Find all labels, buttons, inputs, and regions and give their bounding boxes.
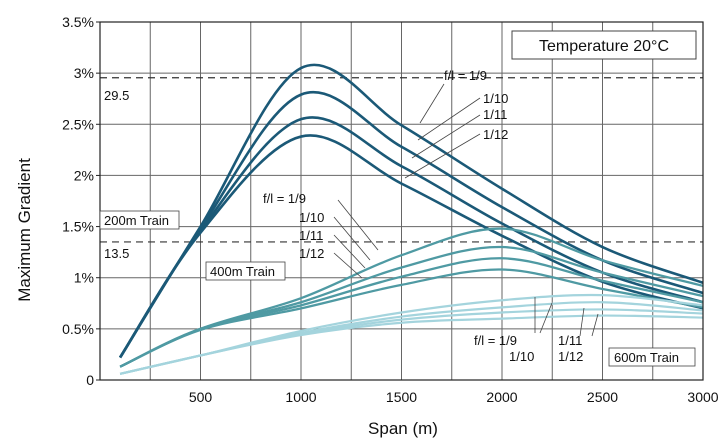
y-axis-title: Maximum Gradient (15, 158, 34, 302)
train-200m-box (99, 210, 180, 230)
x-tick-label: 500 (189, 389, 213, 405)
leader-line (417, 97, 481, 141)
ref-label-29-5: 29.5 (104, 88, 129, 103)
temperature-box (511, 30, 697, 60)
ratio-400-1-9: f/l = 1/9 (263, 191, 306, 206)
ref-label-13-5: 13.5 (104, 246, 129, 261)
leader-line (333, 216, 371, 261)
ratio-200-1-11: 1/11 (483, 107, 507, 122)
train-200m-label: 200m Train (104, 213, 169, 228)
ratio-600-1-10: 1/10 (509, 349, 534, 364)
leader-line (419, 83, 445, 124)
y-tick-label: 0.5% (62, 321, 94, 337)
leader-line (539, 302, 553, 334)
ratio-600-1-11: 1/11 (558, 333, 582, 348)
grid (100, 22, 703, 380)
ratio-400-1-11: 1/11 (299, 228, 323, 243)
reference-lines (100, 77, 703, 243)
leader-line (333, 234, 366, 269)
leader-line (337, 199, 379, 251)
leader-line (591, 313, 599, 337)
ratio-200-1-12: 1/12 (483, 127, 508, 142)
ratio-600-1-12: 1/12 (558, 349, 583, 364)
plot-frame (99, 21, 704, 381)
leader-line (404, 133, 481, 179)
x-tick-label: 2500 (587, 389, 618, 405)
train-600m-label: 600m Train (614, 350, 679, 365)
series-line (119, 134, 704, 359)
series-line (118, 63, 704, 359)
series-line (119, 227, 704, 368)
ratio-400-1-12: 1/12 (299, 246, 324, 261)
series-lines (118, 63, 704, 375)
series-line (119, 268, 704, 368)
leader-line (333, 252, 363, 279)
y-tick-label: 1% (74, 270, 94, 286)
x-axis-title: Span (m) (368, 419, 438, 438)
train-600m-box (608, 347, 696, 367)
x-tick-label: 3000 (687, 389, 718, 405)
ratio-400-1-10: 1/10 (299, 210, 324, 225)
x-tick-label: 1000 (285, 389, 316, 405)
ratio-600-1-9: f/l = 1/9 (474, 333, 517, 348)
temperature-label: Temperature 20°C (539, 38, 669, 55)
series-line (119, 314, 704, 375)
train-400m-label: 400m Train (210, 264, 275, 279)
y-tick-label: 0 (86, 372, 94, 388)
x-tick-label: 2000 (486, 389, 517, 405)
train-400m-box (205, 261, 286, 281)
y-tick-label: 1.5% (62, 219, 94, 235)
x-tick-label: 1500 (386, 389, 417, 405)
ratio-200-1-9: f/l = 1/9 (444, 68, 487, 83)
tick-labels: 0 0.5% 1% 1.5% 2% 2.5% 3% 3.5% 500 1000 1500 2000 25… (62, 14, 719, 405)
leader-line (411, 114, 481, 159)
y-tick-label: 2% (74, 167, 94, 183)
y-tick-label: 3.5% (62, 14, 94, 30)
leader-line (579, 307, 585, 337)
plot-border (99, 21, 704, 381)
ratio-200-1-10: 1/10 (483, 91, 508, 106)
y-tick-label: 2.5% (62, 116, 94, 132)
y-tick-label: 3% (74, 65, 94, 81)
leader-lines (333, 83, 599, 337)
